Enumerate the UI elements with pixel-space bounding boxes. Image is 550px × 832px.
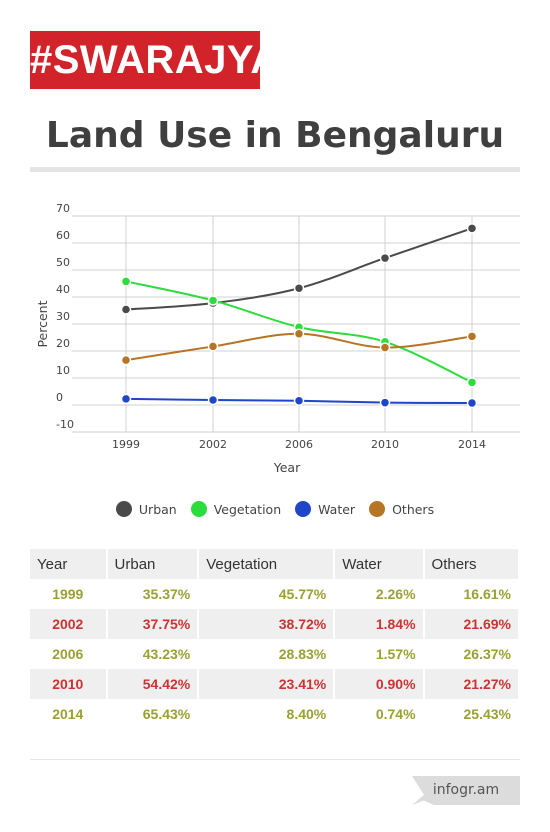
table-cell: 45.77%	[198, 579, 336, 609]
table-cell: 26.37%	[423, 639, 521, 669]
legend-item-urban[interactable]: Urban	[115, 501, 177, 517]
data-point-vegetation	[120, 276, 132, 287]
legend-item-water[interactable]: Water	[295, 501, 355, 517]
data-point-others	[379, 342, 391, 353]
y-tick-label: 40	[56, 283, 70, 296]
data-point-urban	[293, 283, 305, 294]
table-cell: 1.84%	[334, 609, 425, 639]
data-point-others	[466, 331, 478, 342]
legend-swatch	[115, 501, 132, 517]
table-cell: 43.23%	[106, 639, 200, 669]
table-cell: 21.69%	[423, 609, 521, 639]
data-point-water	[466, 397, 478, 409]
data-point-water	[207, 394, 219, 406]
line-chart: -10 0 10 20 30 40 50 60 70 1999 2002 2006 2010 2014 Ye…	[35, 202, 520, 475]
table-header: Vegetation	[198, 549, 336, 579]
data-point-urban	[466, 223, 478, 234]
x-tick-label: 2006	[285, 438, 313, 451]
table-cell: 1999	[30, 579, 108, 609]
table-row: 2014 65.43% 8.40% 0.74% 25.43%	[30, 699, 521, 729]
chart-legend: Urban Vegetation Water Others	[0, 501, 550, 517]
table-cell: 25.43%	[423, 699, 521, 729]
x-tick-label: 2010	[371, 438, 399, 451]
footer-divider	[30, 759, 520, 760]
table-row: 2006 43.23% 28.83% 1.57% 26.37%	[30, 639, 521, 669]
data-point-water	[120, 393, 132, 405]
table-header: Year	[30, 549, 108, 579]
table-row: 2002 37.75% 38.72% 1.84% 21.69%	[30, 609, 521, 639]
y-axis-label: Percent	[35, 300, 50, 347]
legend-label: Urban	[138, 501, 177, 517]
x-tick-label: 1999	[112, 438, 140, 451]
table-cell: 23.41%	[198, 669, 336, 699]
data-point-water	[293, 395, 305, 407]
x-axis-label: Year	[273, 460, 301, 475]
legend-item-vegetation[interactable]: Vegetation	[190, 501, 282, 517]
data-table: Year Urban Vegetation Water Others 1999 …	[30, 549, 521, 729]
chart-title: Land Use in Bengaluru	[45, 115, 505, 156]
table-cell: 0.90%	[334, 669, 425, 699]
y-tick-label: 50	[56, 256, 70, 269]
table-cell: 54.42%	[106, 669, 200, 699]
legend-swatch	[190, 501, 207, 517]
table-row: 2010 54.42% 23.41% 0.90% 21.27%	[30, 669, 521, 699]
y-tick-label: 0	[56, 391, 63, 404]
table-cell: 2006	[30, 639, 108, 669]
data-point-others	[293, 328, 305, 340]
table-row: 1999 35.37% 45.77% 2.26% 16.61%	[30, 579, 521, 609]
legend-label: Others	[392, 501, 435, 517]
legend-swatch	[295, 501, 312, 517]
table-cell: 35.37%	[106, 579, 200, 609]
table-cell: 1.57%	[334, 639, 425, 669]
table-header: Others	[423, 549, 521, 579]
y-tick-label: 20	[56, 337, 70, 350]
data-point-others	[207, 341, 219, 352]
table-cell: 2002	[30, 609, 108, 639]
data-point-vegetation	[466, 377, 478, 388]
legend-label: Water	[318, 501, 356, 517]
data-point-others	[120, 354, 132, 366]
infogram-badge[interactable]: infogr.am	[412, 776, 520, 805]
table-cell: 2010	[30, 669, 108, 699]
y-tick-label: -10	[56, 418, 74, 431]
y-tick-label: 60	[56, 229, 70, 242]
table-cell: 16.61%	[423, 579, 521, 609]
legend-swatch	[369, 501, 386, 517]
y-tick-label: 70	[56, 202, 70, 215]
table-cell: 21.27%	[423, 669, 521, 699]
title-divider	[30, 167, 520, 172]
x-tick-label: 2002	[199, 438, 227, 451]
data-point-vegetation	[207, 295, 219, 306]
table-cell: 0.74%	[334, 699, 425, 729]
legend-label: Vegetation	[213, 501, 282, 517]
y-tick-label: 30	[56, 310, 70, 323]
table-cell: 37.75%	[106, 609, 200, 639]
swarajya-logo: #SWARAJYA	[30, 31, 279, 89]
data-point-urban	[379, 252, 391, 264]
x-tick-label: 2014	[458, 438, 486, 451]
table-cell: 2014	[30, 699, 108, 729]
data-point-urban	[120, 304, 132, 315]
data-point-water	[379, 397, 391, 408]
table-cell: 38.72%	[198, 609, 336, 639]
legend-item-others[interactable]: Others	[369, 501, 434, 517]
table-cell: 28.83%	[198, 639, 336, 669]
y-tick-label: 10	[56, 364, 70, 377]
table-header: Urban	[106, 549, 200, 579]
table-header-row: Year Urban Vegetation Water Others	[30, 549, 521, 579]
table-cell: 2.26%	[334, 579, 425, 609]
table-header: Water	[334, 549, 425, 579]
table-cell: 65.43%	[106, 699, 200, 729]
table-cell: 8.40%	[198, 699, 336, 729]
